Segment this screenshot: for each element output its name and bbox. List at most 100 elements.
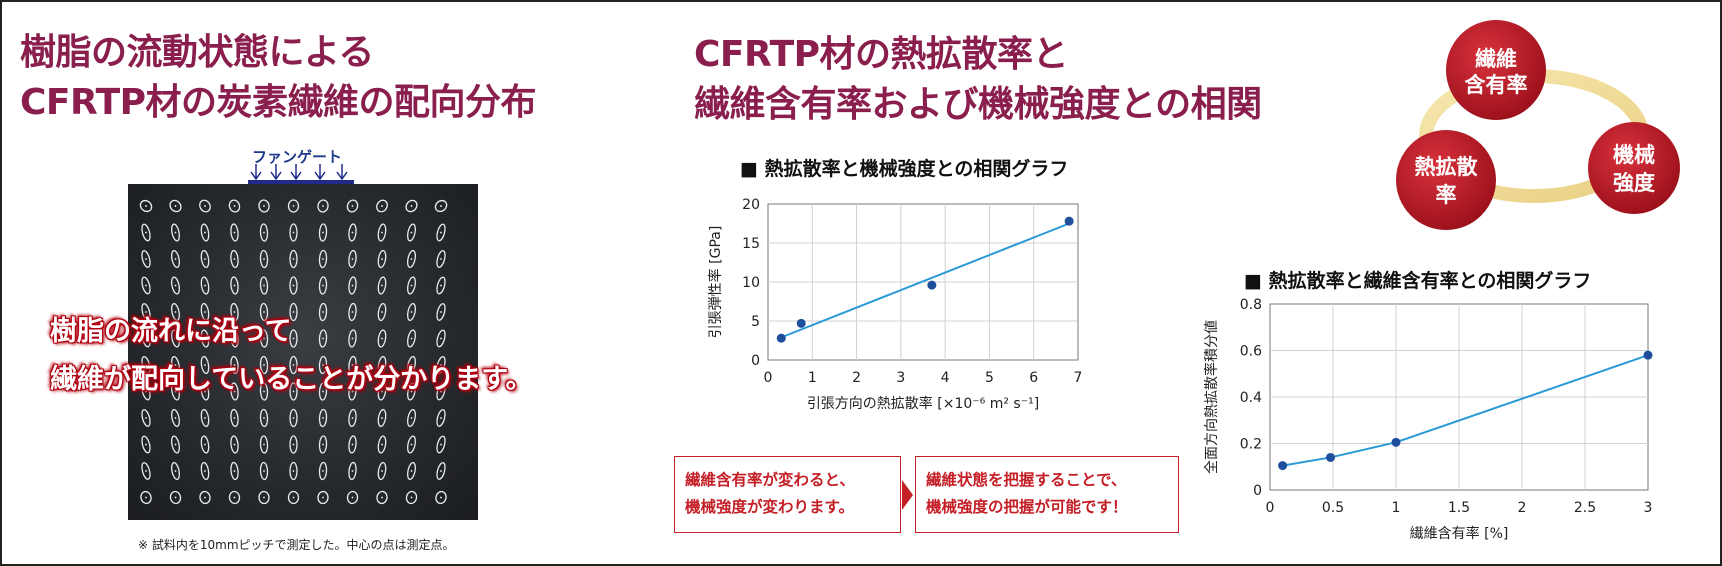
photo-note: ※ 試料内を10mmピッチで測定した。中心の点は測定点。 — [138, 538, 455, 552]
fiber-mark — [318, 276, 328, 295]
fiber-mark — [289, 302, 298, 322]
fiber-ellipse — [289, 382, 298, 401]
left-title: 樹脂の流動状態による CFRTP材の炭素繊維の配向分布 — [20, 28, 537, 128]
measure-point — [440, 231, 442, 234]
measure-point — [292, 470, 295, 472]
measure-point — [351, 205, 354, 207]
fiber-mark — [200, 408, 210, 428]
measure-point — [263, 417, 265, 419]
fiber-ellipse — [405, 199, 418, 213]
cycle-top-line-2: 含有率 — [1465, 73, 1528, 97]
fiber-mark — [318, 223, 328, 242]
fiber-ellipse — [348, 223, 357, 242]
fiber-mark — [406, 329, 417, 348]
fiber-mark — [318, 435, 328, 454]
fiber-mark — [259, 276, 269, 295]
fiber-ellipse — [318, 302, 328, 322]
measure-point — [381, 364, 383, 366]
x-axis-label: 繊維含有率 [%] — [1410, 525, 1509, 542]
fiber-ellipse — [348, 249, 357, 269]
fiber-ellipse — [348, 329, 357, 348]
overlay-line-1: 樹脂の流れに沿って — [50, 316, 292, 347]
measure-point — [263, 364, 265, 366]
fiber-ellipse — [377, 435, 387, 454]
fiber-ellipse — [406, 329, 417, 348]
fiber-ellipse — [436, 250, 446, 268]
fiber-mark — [405, 199, 418, 213]
measure-point — [381, 443, 383, 446]
fiber-mark — [170, 462, 181, 480]
fiber-ellipse — [377, 223, 387, 242]
measure-point — [263, 284, 265, 287]
measure-point — [292, 231, 295, 234]
fiber-mark — [317, 490, 329, 505]
x-tick-label: 4 — [941, 370, 950, 386]
fiber-mark — [200, 276, 210, 295]
fiber-ellipse — [348, 382, 357, 401]
fiber-ellipse — [317, 199, 329, 213]
fiber-mark — [377, 382, 387, 401]
measure-point — [351, 443, 354, 446]
note-left: 繊維含有率が変わると、 機械強度が変わります。 — [674, 456, 901, 533]
fiber-mark — [406, 303, 417, 321]
data-point-0 — [776, 333, 786, 343]
measure-point — [145, 364, 147, 366]
fiber-mark — [199, 199, 211, 213]
measure-point — [233, 443, 236, 446]
measure-point — [204, 258, 206, 260]
measure-point — [263, 231, 265, 234]
fiber-ellipse — [406, 276, 417, 295]
y-tick-label: 0 — [751, 353, 760, 369]
fiber-ellipse — [436, 303, 446, 321]
measure-point — [381, 258, 383, 260]
fiber-ellipse — [259, 302, 269, 322]
fiber-ellipse — [289, 461, 298, 481]
fiber-mark — [436, 382, 446, 401]
data-point-3 — [1064, 216, 1074, 226]
fiber-ellipse — [170, 356, 181, 374]
fiber-mark — [435, 490, 447, 505]
note-right-line-1: 繊維状態を把握することで、 — [926, 471, 1127, 489]
measure-point — [292, 311, 295, 313]
y-tick-label: 0.6 — [1240, 344, 1262, 360]
fiber-ellipse — [170, 382, 181, 401]
photo-overlay-text: 樹脂の流れに沿って 繊維が配向していることが分かります。 — [50, 308, 533, 404]
measure-point — [233, 258, 236, 260]
measure-point — [204, 496, 206, 499]
fiber-mark — [377, 355, 387, 375]
fiber-ellipse — [259, 382, 269, 401]
y-tick-label: 0.8 — [1240, 297, 1262, 313]
x-tick-label: 2 — [852, 370, 861, 386]
measure-point — [381, 205, 383, 207]
fiber-mark — [170, 223, 181, 242]
fiber-ellipse — [406, 356, 417, 374]
fiber-mark — [348, 276, 357, 295]
measure-point — [174, 443, 177, 446]
measure-point — [292, 205, 295, 207]
fiber-ellipse — [405, 490, 418, 505]
fiber-mark — [406, 276, 417, 295]
measure-point — [292, 258, 295, 260]
gate-arrows-icon — [250, 164, 348, 181]
fiber-mark — [200, 461, 210, 481]
y-axis-label: 引張弾性率 [GPa] — [707, 226, 724, 339]
fiber-ellipse — [348, 302, 357, 322]
measure-point — [233, 417, 236, 419]
fiber-ellipse — [377, 329, 387, 348]
measure-point — [292, 337, 295, 340]
measure-point — [322, 258, 324, 260]
fiber-mark — [318, 382, 328, 401]
fiber-mark — [170, 435, 181, 454]
fiber-mark — [348, 302, 357, 322]
x-tick-label: 0.5 — [1322, 500, 1344, 516]
x-tick-label: 2.5 — [1574, 500, 1596, 516]
measure-point — [351, 311, 354, 313]
fiber-ellipse — [200, 382, 210, 401]
measure-point — [410, 470, 413, 472]
overlay-line-2: 繊維が配向していることが分かります。 — [50, 364, 533, 395]
fiber-ellipse — [200, 223, 210, 242]
fiber-mark — [170, 276, 181, 295]
cycle-left-line-1: 熱拡散 — [1415, 155, 1478, 179]
data-point-3 — [1643, 350, 1653, 360]
data-point-1 — [1325, 452, 1335, 462]
